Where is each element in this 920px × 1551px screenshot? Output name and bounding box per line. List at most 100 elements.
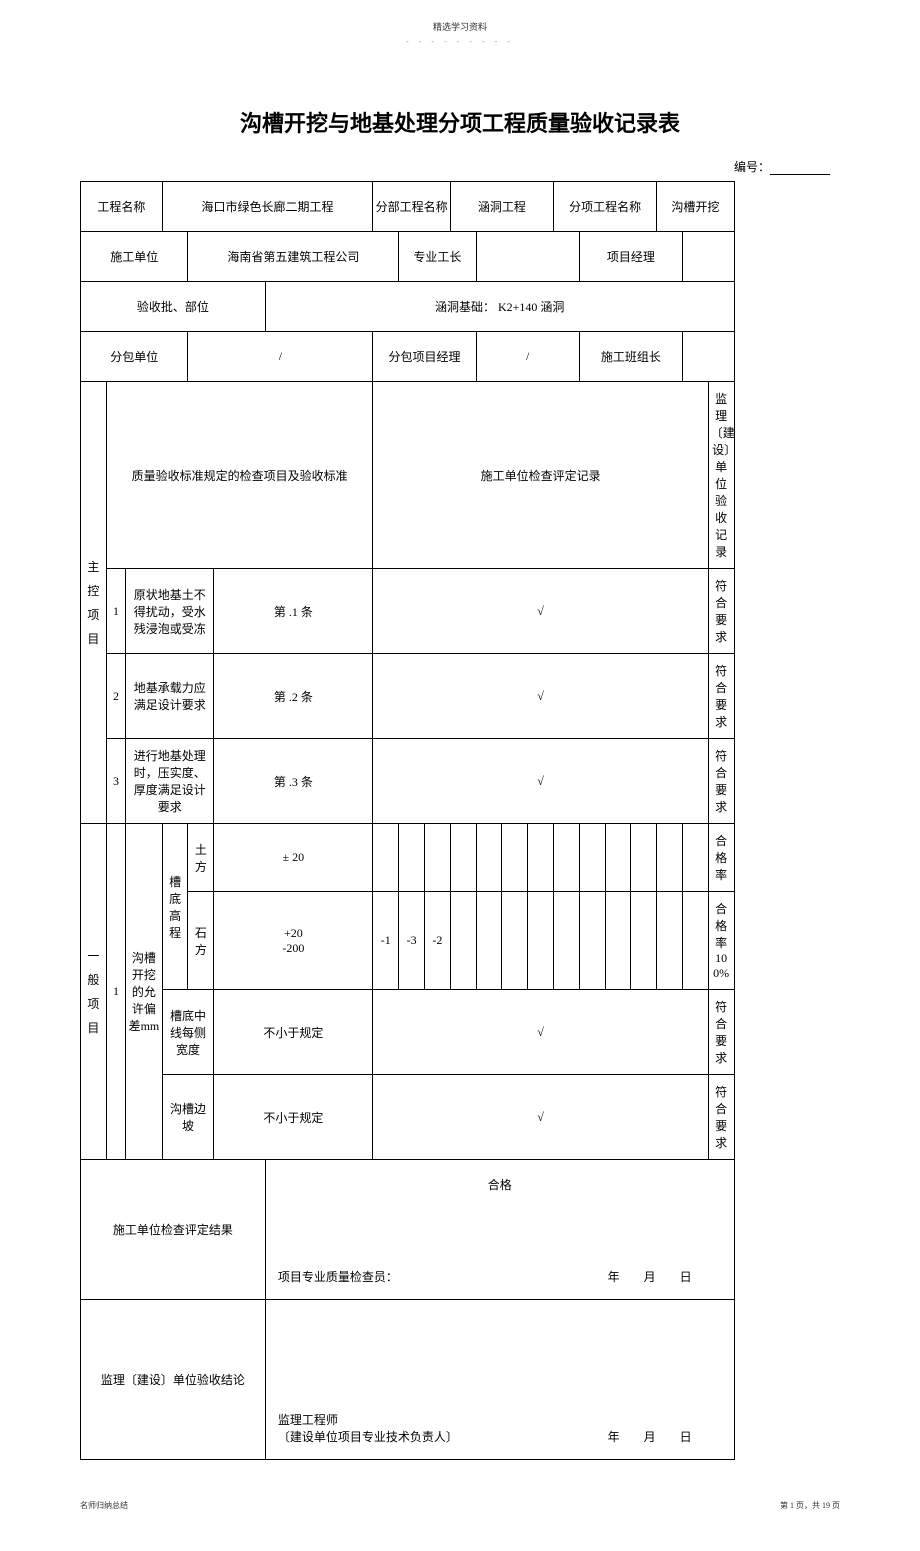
serial-number: 编号：	[80, 158, 840, 175]
cell-gen-label: 一般项目	[81, 824, 107, 1160]
sig2-bottom: 监理工程师 〔建设单位项目专业技术负责人〕 年 月 日	[278, 1411, 722, 1445]
table-row: 验收批、部位 涵洞基础： K2+140 涵洞	[81, 282, 840, 332]
cell-gen-std: 不小于规定	[214, 990, 373, 1075]
table-row: 施工单位 海南省第五建筑工程公司 专业工长 项目经理	[81, 232, 840, 282]
page-footer: 名师归纳总结 第 1 页，共 19 页	[80, 1500, 840, 1511]
cell-val: -2	[424, 892, 450, 990]
cell-val	[579, 892, 605, 990]
cell-val	[450, 824, 476, 892]
table-row: 施工单位检查评定结果 合格 项目专业质量检查员： 年 月 日	[81, 1160, 840, 1300]
cell-sig2-label: 监理〔建设〕单位验收结论	[81, 1300, 266, 1460]
cell-desc: 原状地基土不得扰动，受水残浸泡或受冻	[126, 569, 214, 654]
cell-main-label: 主控项目	[81, 382, 107, 824]
sig2-role1: 监理工程师	[278, 1411, 722, 1428]
table-row: 沟槽边坡 不小于规定 √ 符合要求	[81, 1075, 840, 1160]
cell-res: 合格率 100%	[708, 892, 734, 990]
cell-val	[657, 824, 683, 892]
cell-sub-pm-label: 分包项目经理	[373, 332, 476, 382]
cell-subcontractor-label: 分包单位	[81, 332, 188, 382]
cell-val	[476, 892, 502, 990]
header-dots: - - - - - - - - -	[80, 37, 840, 46]
cell-subcontractor: /	[188, 332, 373, 382]
cell-teamleader	[682, 332, 734, 382]
cell-res: 符合要求	[708, 990, 734, 1075]
sig1-bottom: 项目专业质量检查员： 年 月 日	[278, 1268, 722, 1285]
cell-supervisor-header: 监理〔建设〕单位验收记录	[708, 382, 734, 569]
cell-rec: √	[373, 990, 708, 1075]
cell-res: 符合要求	[708, 569, 734, 654]
cell-subproject-label: 分部工程名称	[373, 182, 450, 232]
cell-gen-a: 槽底高程	[162, 824, 188, 990]
cell-desc: 进行地基处理时，压实度、厚度满足设计要求	[126, 739, 214, 824]
table-row: 2 地基承载力应满足设计要求 第 .2 条 √ 符合要求	[81, 654, 840, 739]
sig1-role: 项目专业质量检查员：	[278, 1270, 398, 1284]
cell-res: 符合要求	[708, 1075, 734, 1160]
cell-val	[502, 824, 528, 892]
cell-teamleader-label: 施工班组长	[579, 332, 682, 382]
cell-res: 符合要求	[708, 739, 734, 824]
table-row: 3 进行地基处理时，压实度、厚度满足设计要求 第 .3 条 √ 符合要求	[81, 739, 840, 824]
cell-std: 第 .2 条	[214, 654, 373, 739]
cell-val	[657, 892, 683, 990]
cell-rec: √	[373, 1075, 708, 1160]
cell-gen-group: 沟槽开挖的允许偏差mm	[126, 824, 163, 1160]
table-row: 主控项目 质量验收标准规定的检查项目及验收标准 施工单位检查评定记录 监理〔建设…	[81, 382, 840, 569]
cell-val	[682, 892, 708, 990]
cell-contractor-label: 施工单位	[81, 232, 188, 282]
cell-val	[631, 824, 657, 892]
cell-val	[553, 824, 579, 892]
table-row: 一般项目 1 沟槽开挖的允许偏差mm 槽底高程 土方 ± 20 合格率	[81, 824, 840, 892]
table-row: 1 原状地基土不得扰动，受水残浸泡或受冻 第 .1 条 √ 符合要求	[81, 569, 840, 654]
cell-pm-label: 项目经理	[579, 232, 682, 282]
footer-right: 第 1 页，共 19 页	[780, 1500, 840, 1511]
table-row: 分包单位 / 分包项目经理 / 施工班组长	[81, 332, 840, 382]
cell-val	[373, 824, 399, 892]
cell-project-name-label: 工程名称	[81, 182, 163, 232]
sig1-date: 年 月 日	[608, 1268, 722, 1285]
cell-val	[502, 892, 528, 990]
table-row: 监理〔建设〕单位验收结论 监理工程师 〔建设单位项目专业技术负责人〕 年 月 日	[81, 1300, 840, 1460]
cell-val	[631, 892, 657, 990]
cell-foreman	[476, 232, 579, 282]
cell-gen-b: 土方	[188, 824, 214, 892]
cell-gen-b: 石方	[188, 892, 214, 990]
cell-res: 合格率	[708, 824, 734, 892]
cell-desc: 地基承载力应满足设计要求	[126, 654, 214, 739]
footer-left: 名师归纳总结	[80, 1500, 128, 1511]
cell-rec: √	[373, 654, 708, 739]
cell-val	[682, 824, 708, 892]
cell-num: 3	[106, 739, 125, 824]
cell-gen-std: +20 -200	[214, 892, 373, 990]
cell-batch: 涵洞基础： K2+140 涵洞	[265, 282, 734, 332]
cell-batch-label: 验收批、部位	[81, 282, 266, 332]
cell-std: 第 .1 条	[214, 569, 373, 654]
page-title: 沟槽开挖与地基处理分项工程质量验收记录表	[80, 106, 840, 138]
cell-num: 1	[106, 569, 125, 654]
table-row: 槽底中线每侧宽度 不小于规定 √ 符合要求	[81, 990, 840, 1075]
cell-gen-std: 不小于规定	[214, 1075, 373, 1160]
cell-gen-std: ± 20	[214, 824, 373, 892]
cell-val	[553, 892, 579, 990]
cell-sig1-label: 施工单位检查评定结果	[81, 1160, 266, 1300]
cell-val	[450, 892, 476, 990]
table-row: 石方 +20 -200 -1 -3 -2 合格率 100%	[81, 892, 840, 990]
cell-record-header: 施工单位检查评定记录	[373, 382, 708, 569]
cell-std-header: 质量验收标准规定的检查项目及验收标准	[106, 382, 373, 569]
cell-val	[476, 824, 502, 892]
cell-val	[528, 824, 554, 892]
cell-std: 第 .3 条	[214, 739, 373, 824]
header-small-label: 精选学习资料	[80, 20, 840, 33]
cell-sub-pm: /	[476, 332, 579, 382]
cell-rec: √	[373, 569, 708, 654]
sig2-role2: 〔建设单位项目专业技术负责人〕	[278, 1430, 458, 1444]
cell-gen-a: 沟槽边坡	[162, 1075, 214, 1160]
cell-project-name: 海口市绿色长廊二期工程	[162, 182, 373, 232]
sig2-date: 年 月 日	[608, 1428, 722, 1445]
cell-subitem-label: 分项工程名称	[553, 182, 656, 232]
cell-num: 2	[106, 654, 125, 739]
cell-val	[605, 824, 631, 892]
table-row: 工程名称 海口市绿色长廊二期工程 分部工程名称 涵洞工程 分项工程名称 沟槽开挖	[81, 182, 840, 232]
serial-label: 编号：	[734, 160, 770, 174]
cell-val: -1	[373, 892, 399, 990]
cell-val	[399, 824, 425, 892]
